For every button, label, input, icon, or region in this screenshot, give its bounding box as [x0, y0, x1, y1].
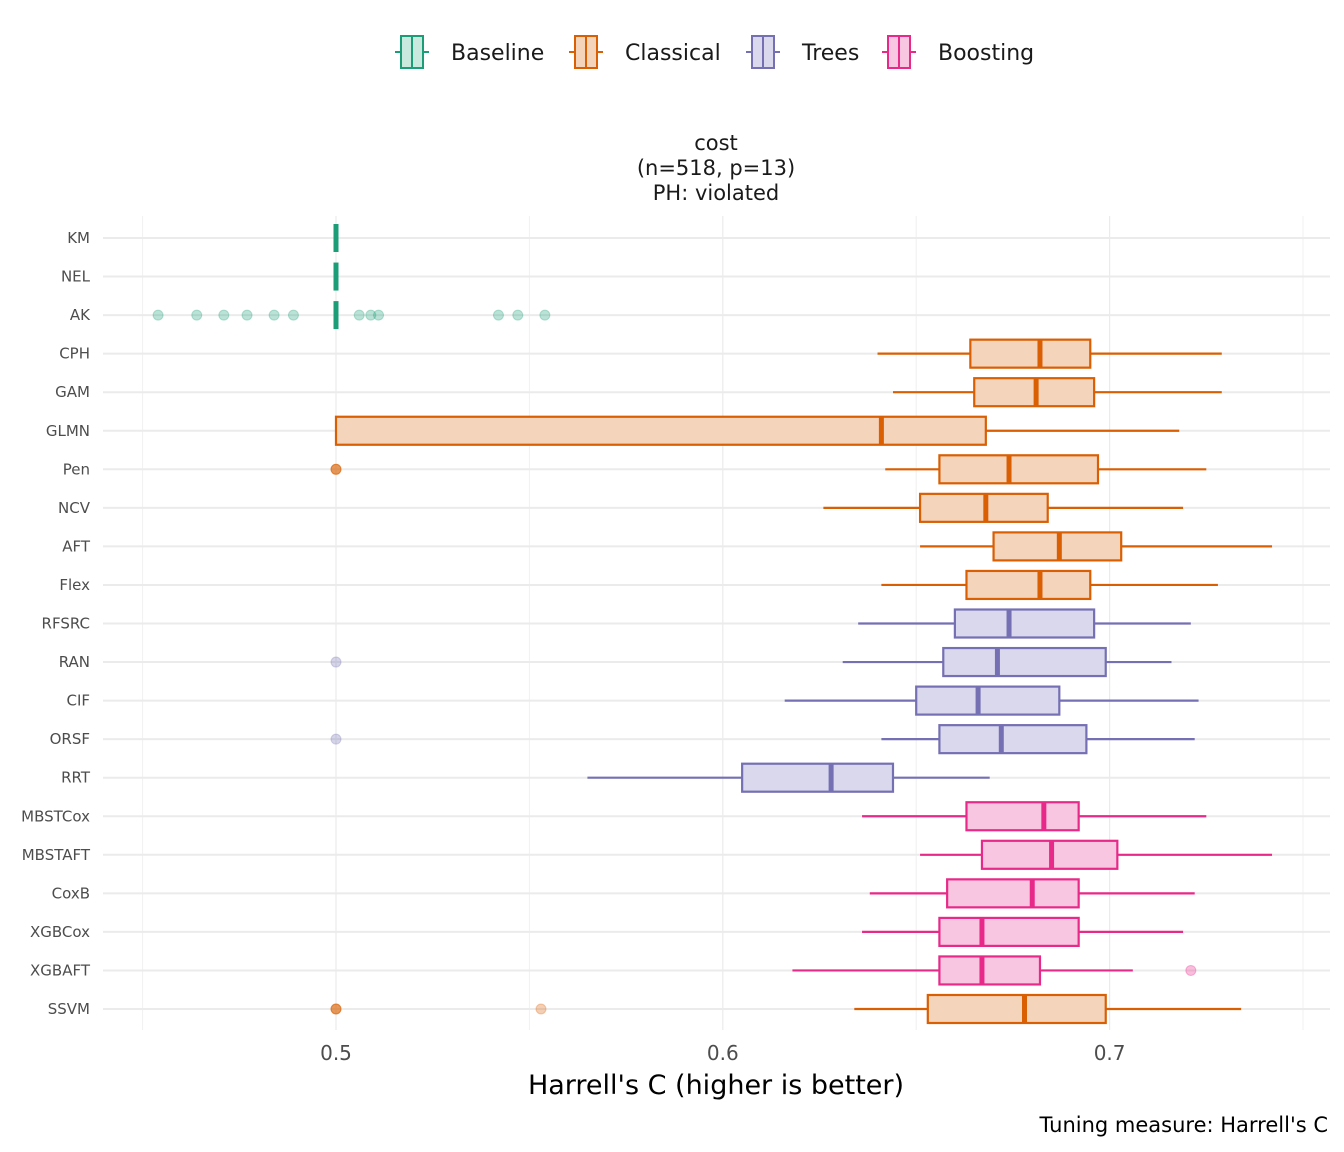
- caption: Tuning measure: Harrell's C: [1039, 1113, 1328, 1137]
- box-coxb: [869, 878, 1195, 909]
- box-cif: [784, 685, 1199, 716]
- legend-label: Baseline: [451, 41, 544, 66]
- x-tick-label: 0.7: [1094, 1041, 1126, 1065]
- y-label-orsf: ORSF: [50, 730, 90, 748]
- box-iqr: [938, 916, 1080, 948]
- outlier-point: [191, 309, 203, 321]
- y-label-ncv: NCV: [58, 499, 91, 517]
- box-pen: [330, 454, 1207, 485]
- y-label-rfsrc: RFSRC: [42, 615, 90, 633]
- box-xgbcox: [862, 916, 1184, 948]
- facet-title-line-2: (n=518, p=13): [637, 156, 795, 180]
- outlier-point: [152, 309, 164, 321]
- x-tick-label: 0.6: [707, 1041, 739, 1065]
- y-label-xgbcox: XGBCox: [30, 923, 90, 941]
- outlier-point: [330, 733, 342, 745]
- y-label-gam: GAM: [55, 383, 90, 401]
- box-iqr: [915, 685, 1061, 716]
- box-rfsrc: [858, 608, 1191, 639]
- y-label-km: KM: [67, 229, 90, 247]
- box-ncv: [823, 492, 1184, 523]
- outlier-point: [373, 309, 385, 321]
- outlier-point: [535, 1003, 547, 1015]
- y-label-cif: CIF: [66, 692, 90, 710]
- box-mbstcox: [862, 801, 1207, 832]
- outlier-point: [353, 309, 365, 321]
- outlier-point: [330, 463, 342, 475]
- box-iqr: [741, 762, 895, 793]
- y-label-aft: AFT: [62, 537, 91, 555]
- box-aft: [920, 531, 1273, 562]
- box-orsf: [330, 724, 1195, 755]
- box-flex: [881, 569, 1218, 601]
- box-glmn: [334, 415, 1180, 446]
- outlier-point: [287, 309, 299, 321]
- y-label-mbstcox: MBSTCox: [21, 807, 90, 825]
- box-iqr: [965, 569, 1092, 601]
- box-iqr: [942, 646, 1107, 678]
- legend-item-boosting: Boosting: [882, 35, 1034, 69]
- box-xgbaft: [792, 955, 1197, 986]
- y-label-mbstaft: MBSTAFT: [22, 846, 91, 864]
- y-label-nel: NEL: [61, 268, 91, 286]
- box-gam: [892, 377, 1222, 408]
- y-label-glmn: GLMN: [46, 422, 90, 440]
- y-label-pen: Pen: [63, 460, 90, 478]
- outlier-point: [1185, 964, 1197, 976]
- plot-area: [152, 224, 1273, 1025]
- outlier-point: [539, 309, 551, 321]
- outlier-point: [330, 656, 342, 668]
- facet-title-line-1: cost: [694, 131, 738, 155]
- box-iqr: [938, 724, 1088, 755]
- box-ak: [152, 301, 551, 330]
- y-label-ssvm: SSVM: [48, 1000, 90, 1018]
- box-iqr: [938, 955, 1042, 986]
- outlier-point: [241, 309, 253, 321]
- legend-label: Boosting: [938, 41, 1034, 66]
- box-ssvm: [330, 993, 1242, 1025]
- x-axis-title: Harrell's C (higher is better): [528, 1070, 904, 1101]
- y-label-xgbaft: XGBAFT: [30, 961, 91, 979]
- outlier-point: [268, 309, 280, 321]
- y-label-cph: CPH: [59, 345, 90, 363]
- legend-item-baseline: Baseline: [395, 35, 544, 69]
- box-rrt: [587, 762, 990, 793]
- box-cph: [877, 338, 1222, 369]
- box-iqr: [969, 338, 1092, 369]
- box-mbstaft: [920, 839, 1273, 870]
- x-tick-label: 0.5: [320, 1041, 352, 1065]
- box-iqr: [946, 878, 1080, 909]
- outlier-point: [218, 309, 230, 321]
- y-label-ak: AK: [70, 306, 91, 324]
- outlier-point: [365, 309, 377, 321]
- legend: Baseline Classical Trees Boosting: [395, 35, 1034, 69]
- box-iqr: [334, 415, 987, 446]
- outlier-point: [512, 309, 524, 321]
- y-axis-labels: KM NEL AK CPH GAM GLMN Pen NCV AFT Flex RFSRC RAN CI…: [21, 229, 91, 1018]
- facet-title-line-3: PH: violated: [653, 181, 780, 205]
- outlier-point: [330, 1003, 342, 1015]
- box-ran: [330, 646, 1172, 678]
- legend-item-trees: Trees: [746, 35, 859, 69]
- x-axis-ticks: 0.5 0.6 0.7: [320, 1041, 1125, 1065]
- box-iqr: [926, 993, 1107, 1025]
- legend-label: Trees: [801, 41, 859, 66]
- outlier-point: [492, 309, 504, 321]
- box-iqr: [953, 608, 1096, 639]
- legend-item-classical: Classical: [569, 35, 721, 69]
- legend-label: Classical: [625, 41, 721, 66]
- y-label-ran: RAN: [59, 653, 90, 671]
- y-label-coxb: CoxB: [52, 884, 90, 902]
- box-iqr: [965, 801, 1080, 832]
- y-label-rrt: RRT: [61, 769, 91, 787]
- box-iqr: [938, 454, 1100, 485]
- y-label-flex: Flex: [59, 576, 90, 594]
